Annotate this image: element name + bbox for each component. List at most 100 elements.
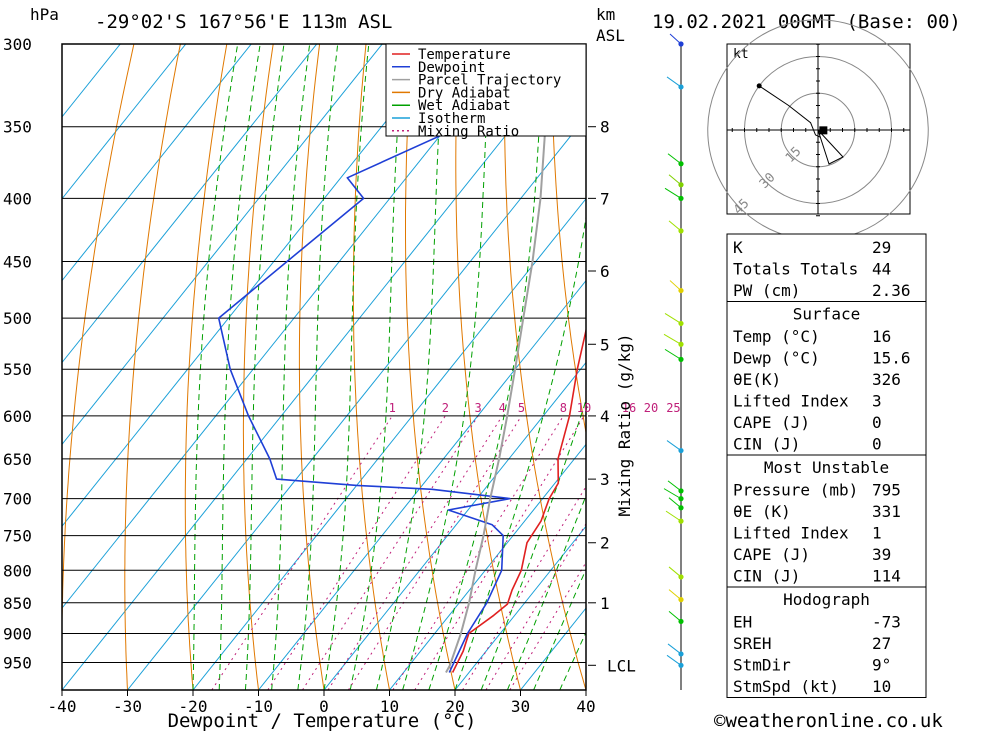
legend-label: Dewpoint bbox=[418, 60, 485, 76]
stats-section-heading: Surface bbox=[793, 305, 860, 324]
km-tick-label: 1 bbox=[600, 594, 610, 613]
x-tick-label: -40 bbox=[48, 697, 77, 716]
dry-adiabat-line bbox=[242, 44, 274, 690]
mixing-ratio-label: 1 bbox=[389, 401, 396, 415]
mixing-ratio-label: 5 bbox=[518, 401, 525, 415]
mixing-ratio-line bbox=[462, 485, 586, 690]
datetime-label: 19.02.2021 00GMT (Base: 00) bbox=[652, 11, 961, 33]
mixing-ratio-label: 8 bbox=[560, 401, 567, 415]
hodograph-unit-label: kt bbox=[733, 47, 749, 62]
stat-label: PW (cm) bbox=[733, 281, 800, 300]
wind-barb bbox=[669, 33, 682, 45]
mixing-ratio-label: 10 bbox=[577, 401, 591, 415]
location-title: -29°02'S 167°56'E 113m ASL bbox=[95, 11, 392, 33]
stat-label: CIN (J) bbox=[733, 567, 800, 586]
km-tick-label: LCL bbox=[607, 656, 636, 675]
isotherm-line bbox=[323, 361, 586, 690]
pressure-tick-label: 800 bbox=[3, 561, 32, 580]
isotherm-line bbox=[192, 197, 586, 690]
wind-barb bbox=[668, 611, 682, 622]
legend-box bbox=[385, 43, 587, 137]
wet-adiabat-line bbox=[480, 398, 586, 690]
stat-value: 44 bbox=[872, 260, 891, 279]
isotherm-line bbox=[127, 116, 586, 690]
stat-label: Dewp (°C) bbox=[733, 349, 820, 368]
isotherm-line bbox=[454, 525, 586, 690]
stat-value: 1 bbox=[872, 524, 882, 543]
storm-motion-arrow bbox=[817, 129, 844, 165]
pressure-tick-label: 600 bbox=[3, 407, 32, 426]
isotherm-line bbox=[62, 44, 318, 364]
stats-table-box bbox=[726, 301, 927, 456]
wind-barb bbox=[664, 187, 682, 199]
mixing-ratio-line bbox=[327, 415, 503, 690]
temperature-line bbox=[451, 44, 586, 673]
dry-adiabat-line bbox=[352, 44, 390, 690]
isotherm-line bbox=[62, 44, 449, 528]
legend-label: Dry Adiabat bbox=[418, 85, 511, 101]
stat-value: 9° bbox=[872, 656, 891, 675]
x-tick-label: 30 bbox=[511, 697, 530, 716]
stat-label: StmDir bbox=[733, 656, 791, 675]
asl-label: ASL bbox=[596, 26, 625, 45]
mixing-ratio-label: 2 bbox=[442, 401, 449, 415]
stability-indices: K 29 Totals Totals 44 PW (cm) 2.36 Surface Temp… bbox=[726, 233, 927, 698]
temperature-axis: -40 -30 -20 -10 0 10 20 30 40 bbox=[48, 690, 596, 716]
wind-barb bbox=[668, 566, 682, 578]
wind-barb bbox=[668, 589, 682, 601]
wind-barb bbox=[668, 220, 682, 232]
sounding-series bbox=[217, 44, 586, 673]
wind-barb bbox=[666, 654, 682, 666]
isotherm-line bbox=[62, 44, 187, 200]
copyright-footer: ©weatheronline.co.uk bbox=[714, 710, 943, 732]
mixing-ratio-line bbox=[302, 415, 479, 690]
stat-value: 39 bbox=[872, 545, 891, 564]
stat-value: 0 bbox=[872, 413, 882, 432]
wind-barb bbox=[667, 643, 682, 655]
wind-barb bbox=[663, 333, 682, 345]
wind-barb bbox=[669, 280, 682, 291]
stat-value: 2.36 bbox=[872, 281, 911, 300]
wind-barb bbox=[664, 313, 682, 324]
mixing-ratio-line bbox=[267, 415, 446, 690]
legend-label: Parcel Trajectory bbox=[418, 73, 561, 89]
hodograph-top-point bbox=[756, 83, 762, 89]
pressure-tick-label: 850 bbox=[3, 594, 32, 613]
stat-label: K bbox=[733, 238, 743, 257]
km-tick-label: 8 bbox=[600, 118, 610, 137]
plot-frame bbox=[61, 43, 587, 691]
stats-table-box bbox=[726, 454, 927, 588]
dry-adiabat-line bbox=[923, 44, 1000, 690]
wind-barb bbox=[665, 510, 682, 522]
pressure-tick-label: 400 bbox=[3, 189, 32, 208]
pressure-tick-label: 700 bbox=[3, 490, 32, 509]
wind-barb bbox=[668, 174, 682, 186]
stat-label: θE (K) bbox=[733, 502, 791, 521]
stat-value: 0 bbox=[872, 435, 882, 454]
pressure-tick-label: 500 bbox=[3, 309, 32, 328]
pressure-tick-label: 900 bbox=[3, 624, 32, 643]
stat-value: 795 bbox=[872, 481, 901, 500]
pressure-tick-label: 750 bbox=[3, 527, 32, 546]
wet-adiabat-line bbox=[297, 44, 339, 690]
stat-value: 326 bbox=[872, 370, 901, 389]
stat-value: 3 bbox=[872, 392, 882, 411]
km-tick-label: 6 bbox=[600, 262, 610, 281]
stat-value: 10 bbox=[872, 677, 891, 696]
stat-label: θE(K) bbox=[733, 370, 781, 389]
stat-label: Temp (°C) bbox=[733, 327, 820, 346]
km-tick-label: 4 bbox=[600, 407, 610, 426]
x-tick-label: 40 bbox=[576, 697, 595, 716]
height-axis: 8 7 6 5 4 3 2 1 LCL bbox=[588, 118, 636, 675]
km-tick-label: 5 bbox=[600, 335, 610, 354]
stats-table-box bbox=[726, 586, 927, 698]
pressure-tick-label: 300 bbox=[3, 35, 32, 54]
dry-adiabat-line bbox=[551, 44, 586, 436]
x-tick-label: 10 bbox=[380, 697, 399, 716]
hodograph-trace bbox=[758, 85, 821, 138]
pressure-tick-label: 450 bbox=[3, 253, 32, 272]
legend-label: Isotherm bbox=[418, 111, 485, 127]
isotherm-line bbox=[258, 279, 586, 690]
km-unit-label: km bbox=[596, 5, 615, 24]
